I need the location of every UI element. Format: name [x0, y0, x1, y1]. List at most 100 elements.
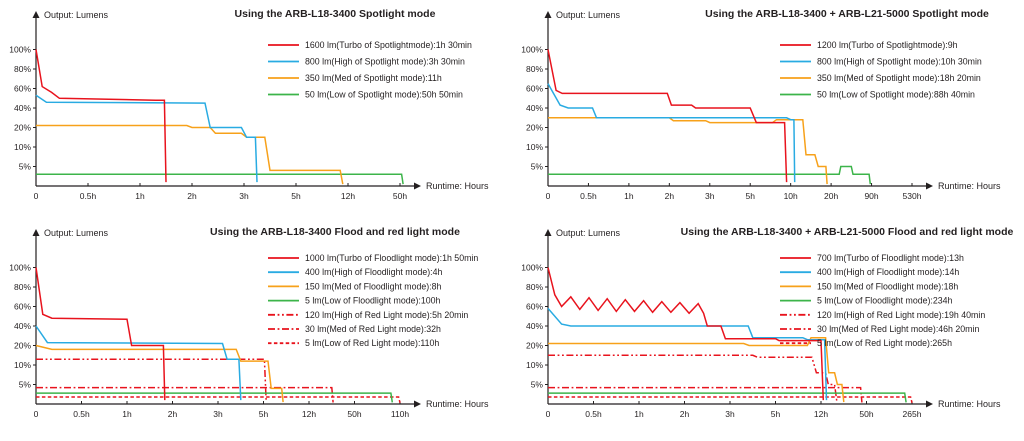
chart-panel-flood-red-single: Using the ARB-L18-3400 Flood and red lig…	[0, 218, 512, 436]
x-tick-label: 20h	[824, 191, 838, 201]
y-tick-label: 20%	[14, 341, 31, 351]
legend-label: 400 lm(High of Floodlight mode):4h	[305, 267, 443, 277]
x-tick-label: 0	[34, 191, 39, 201]
x-tick-label: 5h	[259, 409, 269, 419]
y-tick-label: 80%	[14, 282, 31, 292]
legend-label: 800 lm(High of Spotlight mode):10h 30min	[817, 57, 982, 67]
x-tick-label: 3h	[725, 409, 735, 419]
axes: 5% 10% 20% 40% 60% 80% 100% 0 0.5h 1h 2h 3h 5h 12h 50h…	[9, 228, 489, 419]
legend-item: 1000 lm(Turbo of Floodlight mode):1h 50m…	[268, 253, 478, 263]
y-axis-label: Output: Lumens	[44, 228, 109, 238]
y-tick-label: 10%	[14, 142, 31, 152]
y-tick-label: 20%	[526, 123, 543, 133]
runtime-chart-spotlight-dual: 5% 10% 20% 40% 60% 80% 100% 0 0.5h 1h 2h 3h 5h 10h 20h…	[521, 8, 1001, 201]
x-axis-label: Runtime: Hours	[426, 399, 489, 409]
y-tick-label: 40%	[526, 103, 543, 113]
legend-item: 5 lm(Low of Red Light mode):265h	[780, 338, 952, 348]
y-tick-label: 20%	[526, 341, 543, 351]
y-tick-label: 60%	[14, 302, 31, 312]
x-tick-label: 12h	[814, 409, 828, 419]
series-line-2	[35, 344, 284, 403]
legend: 1600 lm(Turbo of Spotlightmode):1h 30min…	[268, 40, 472, 100]
y-tick-label: 100%	[9, 263, 31, 273]
series-line-3	[548, 392, 907, 403]
legend-item: 150 lm(Med of Floodlight mode):8h	[268, 281, 442, 291]
y-tick-label: 60%	[526, 302, 543, 312]
y-tick-label: 80%	[526, 282, 543, 292]
series-line-2	[548, 117, 828, 185]
legend-item: 1200 lm(Turbo of Spotlightmode):9h	[780, 40, 958, 50]
x-tick-label: 3h	[213, 409, 223, 419]
x-tick-label: 265h	[903, 409, 922, 419]
legend-item: 5 lm(Low of Floodlight mode):100h	[268, 296, 441, 306]
legend-item: 50 lm(Low of Spotlight mode):50h 50min	[268, 90, 463, 100]
legend-item: 30 lm(Med of Red Light mode):32h	[268, 324, 441, 334]
legend-item: 400 lm(High of Floodlight mode):4h	[268, 267, 443, 277]
series-line-6	[36, 396, 401, 403]
runtime-chart-flood-red-single: 5% 10% 20% 40% 60% 80% 100% 0 0.5h 1h 2h 3h 5h 12h 50h…	[9, 226, 489, 419]
y-tick-label: 10%	[526, 360, 543, 370]
legend-label: 120 lm(High of Red Light mode):5h 20min	[305, 310, 468, 320]
legend-label: 400 lm(High of Floodlight mode):14h	[817, 267, 959, 277]
y-axis-arrow-icon	[544, 11, 552, 18]
x-tick-label: 90h	[864, 191, 878, 201]
series-line-6	[548, 396, 913, 403]
x-axis-arrow-icon	[926, 182, 933, 190]
y-tick-label: 5%	[531, 380, 544, 390]
chart-panel-spotlight-single: Using the ARB-L18-3400 Spotlight mode 5%…	[0, 0, 512, 218]
x-tick-label: 0.5h	[585, 409, 602, 419]
series-line-1	[35, 94, 258, 183]
x-tick-label: 3h	[239, 191, 249, 201]
x-axis-label: Runtime: Hours	[938, 399, 1001, 409]
chart-panel-flood-red-dual: Using the ARB-L18-3400 + ARB-L21-5000 Fl…	[512, 218, 1024, 436]
y-axis-label: Output: Lumens	[44, 10, 109, 20]
y-axis-arrow-icon	[544, 229, 552, 236]
x-tick-label: 1h	[135, 191, 145, 201]
legend-label: 800 lm(High of Spotlight mode):3h 30min	[305, 57, 465, 67]
x-tick-label: 1h	[624, 191, 634, 201]
x-axis-label: Runtime: Hours	[938, 181, 1001, 191]
runtime-chart-spotlight-single: 5% 10% 20% 40% 60% 80% 100% 0 0.5h 1h 2h 3h 5h 12h 50h…	[9, 8, 489, 201]
y-tick-label: 40%	[14, 321, 31, 331]
legend-label: 350 lm(Med of Spotlight mode):11h	[305, 73, 442, 83]
legend-label: 1600 lm(Turbo of Spotlightmode):1h 30min	[305, 40, 472, 50]
legend: 1200 lm(Turbo of Spotlightmode):9h 800 lm…	[780, 40, 982, 100]
series-line-0	[35, 49, 167, 183]
y-tick-label: 40%	[14, 103, 31, 113]
legend-label: 700 lm(Turbo of Floodlight mode):13h	[817, 253, 964, 263]
x-tick-label: 5h	[291, 191, 301, 201]
x-tick-label: 0	[546, 191, 551, 201]
x-axis-arrow-icon	[414, 400, 421, 408]
y-axis-label: Output: Lumens	[556, 228, 621, 238]
y-tick-label: 100%	[9, 45, 31, 55]
y-tick-label: 10%	[14, 360, 31, 370]
x-axis-arrow-icon	[414, 182, 421, 190]
x-tick-label: 1h	[634, 409, 644, 419]
x-tick-label: 50h	[347, 409, 361, 419]
x-tick-label: 5h	[771, 409, 781, 419]
x-tick-label: 3h	[705, 191, 715, 201]
legend-label: 1200 lm(Turbo of Spotlightmode):9h	[817, 40, 958, 50]
y-tick-label: 5%	[19, 380, 32, 390]
y-axis-label: Output: Lumens	[556, 10, 621, 20]
x-tick-label: 12h	[302, 409, 316, 419]
series-line-0	[35, 267, 166, 401]
legend-label: 5 lm(Low of Floodlight mode):100h	[305, 296, 441, 306]
legend-item: 1600 lm(Turbo of Spotlightmode):1h 30min	[268, 40, 472, 50]
axes: 5% 10% 20% 40% 60% 80% 100% 0 0.5h 1h 2h 3h 5h 12h 50h…	[521, 228, 1001, 419]
legend-label: 120 lm(High of Red Light mode):19h 40min	[817, 310, 985, 320]
y-tick-label: 5%	[531, 162, 544, 172]
y-tick-label: 60%	[526, 84, 543, 94]
axes: 5% 10% 20% 40% 60% 80% 100% 0 0.5h 1h 2h 3h 5h 10h 20h…	[521, 10, 1001, 201]
x-tick-label: 0.5h	[80, 191, 97, 201]
y-tick-label: 100%	[521, 45, 543, 55]
x-tick-label: 0	[34, 409, 39, 419]
y-tick-label: 60%	[14, 84, 31, 94]
y-tick-label: 20%	[14, 123, 31, 133]
legend-item: 350 lm(Med of Spotlight mode):18h 20min	[780, 73, 981, 83]
x-axis-arrow-icon	[926, 400, 933, 408]
legend-label: 50 lm(Low of Spotlight mode):88h 40min	[817, 90, 975, 100]
y-axis-arrow-icon	[32, 229, 40, 236]
legend-item: 50 lm(Low of Spotlight mode):88h 40min	[780, 90, 975, 100]
